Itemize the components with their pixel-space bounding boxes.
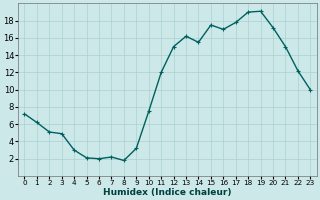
X-axis label: Humidex (Indice chaleur): Humidex (Indice chaleur) — [103, 188, 232, 197]
